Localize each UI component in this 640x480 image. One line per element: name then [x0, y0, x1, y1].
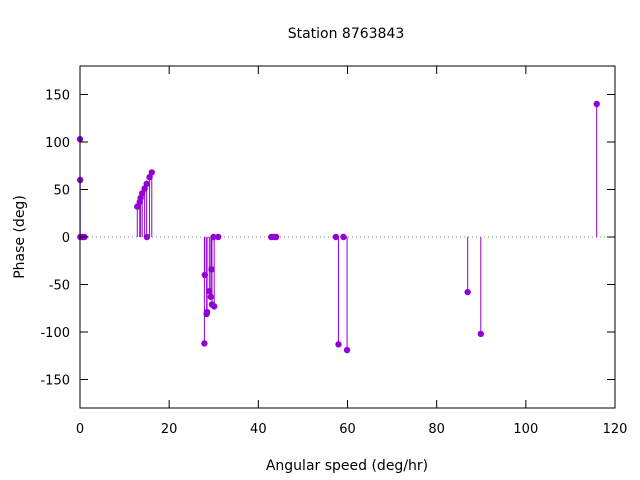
data-point: [340, 233, 347, 241]
data-point: [343, 346, 351, 354]
y-tick-label: -50: [49, 279, 70, 294]
data-point: [272, 233, 280, 241]
x-tick-label: 80: [428, 422, 445, 437]
chart-title: Station 8763843: [288, 26, 405, 42]
y-tick-label: 150: [45, 89, 70, 104]
data-point: [477, 330, 485, 338]
y-tick-label: -100: [40, 326, 70, 341]
data-point: [146, 173, 153, 181]
data-point: [210, 233, 217, 241]
data-point: [138, 190, 146, 197]
data-point: [335, 341, 342, 348]
y-tick-label: 0: [62, 231, 70, 246]
data-point: [134, 203, 141, 210]
x-tick-label: 120: [603, 422, 628, 437]
y-axis-label: Phase (deg): [12, 195, 28, 279]
data-point: [143, 233, 151, 241]
x-tick-label: 0: [76, 422, 84, 437]
x-tick-label: 100: [513, 422, 538, 437]
data-point: [332, 233, 340, 241]
x-tick-label: 40: [250, 422, 267, 437]
data-point: [208, 266, 215, 273]
data-point: [201, 271, 209, 279]
data-point: [210, 303, 218, 310]
y-tick-label: -150: [40, 374, 70, 389]
data-point: [203, 308, 211, 316]
x-tick-label: 60: [339, 422, 356, 437]
data-point: [207, 293, 215, 301]
y-tick-label: 100: [45, 136, 70, 151]
y-tick-label: 50: [53, 184, 70, 199]
x-axis-label: Angular speed (deg/hr): [266, 458, 428, 474]
data-point: [201, 340, 208, 347]
data-point: [215, 233, 222, 241]
data-point: [593, 100, 600, 108]
data-point: [143, 180, 150, 187]
data-point: [206, 287, 213, 295]
data-point: [148, 169, 155, 176]
x-tick-label: 20: [161, 422, 178, 437]
data-point: [464, 288, 471, 296]
